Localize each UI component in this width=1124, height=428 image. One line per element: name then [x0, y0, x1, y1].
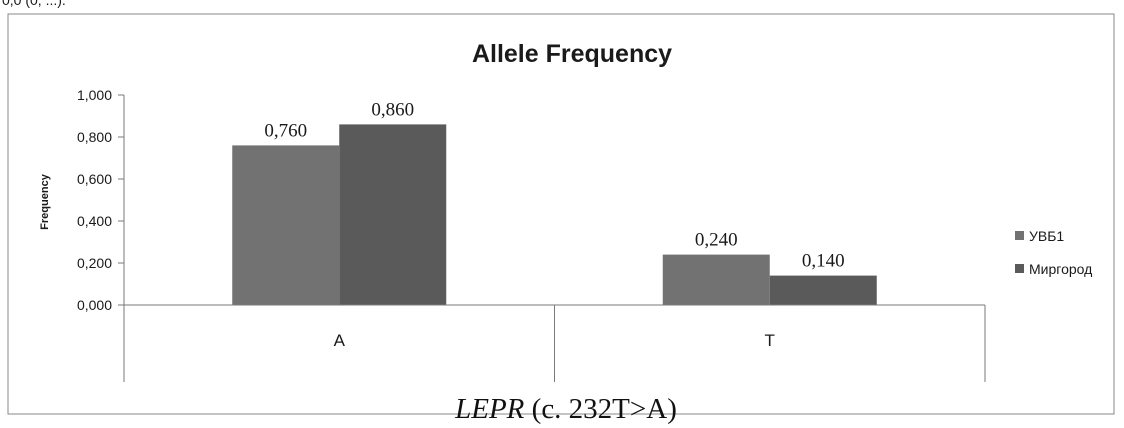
legend-swatch: [1015, 231, 1024, 240]
x-category-label: A: [334, 331, 346, 350]
legend-label: Миргород: [1029, 261, 1092, 277]
legend: УВБ1 Миргород: [1015, 228, 1092, 277]
data-label: 0,240: [695, 230, 738, 251]
y-tick-label: 0,200: [77, 255, 112, 271]
bars: 0,760 0,860 0,240 0,140: [232, 99, 877, 306]
chart-caption: LEPR (c. 232T>A): [454, 393, 677, 425]
y-tick-label: 0,000: [77, 297, 112, 313]
bar: [339, 124, 447, 306]
y-axis-label: Frequency: [39, 173, 51, 230]
bar: [232, 145, 340, 305]
legend-label: УВБ1: [1029, 228, 1064, 244]
y-tick-label: 0,600: [77, 171, 112, 187]
chart-title: Allele Frequency: [472, 40, 672, 68]
caption-rest: (c. 232T>A): [524, 393, 676, 425]
y-axis: 0,000 0,200 0,400 0,600 0,800 1,000: [77, 87, 125, 313]
legend-swatch: [1015, 264, 1024, 273]
caption-gene: LEPR: [454, 393, 525, 425]
y-tick-label: 1,000: [77, 87, 112, 103]
data-label: 0,140: [802, 251, 845, 272]
y-tick-label: 0,400: [77, 213, 112, 229]
data-label: 0,860: [371, 99, 414, 120]
bar: [769, 275, 877, 305]
data-label: 0,760: [264, 120, 307, 141]
bar: [662, 254, 770, 305]
x-category-label: T: [765, 331, 775, 350]
top-cut-text: 0,0 (0, ...).: [2, 0, 66, 8]
chart-frame: [7, 13, 1115, 415]
y-tick-label: 0,800: [77, 129, 112, 145]
